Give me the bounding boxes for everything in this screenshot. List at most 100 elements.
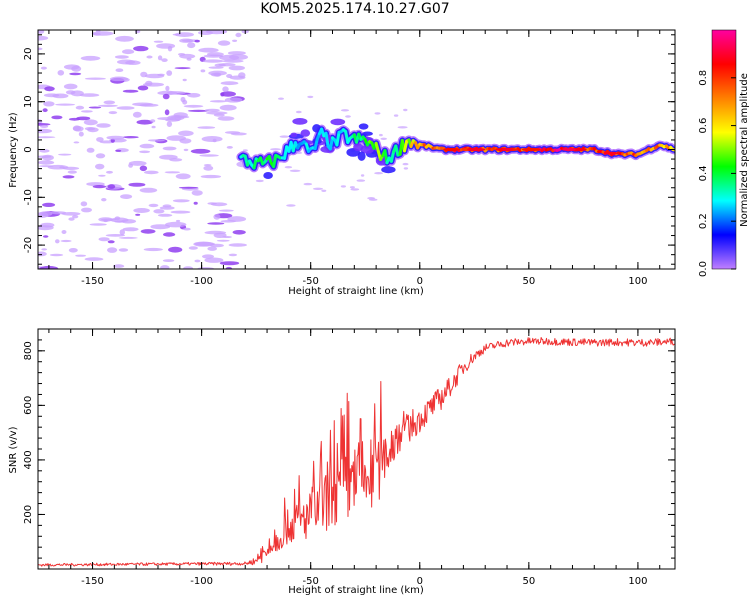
noise-blob [132,111,142,118]
noise-blob [139,103,159,107]
noise-blob [88,106,102,109]
ridge-hotspot [443,147,461,152]
noise-blob [96,123,111,128]
noise-blob [187,93,201,98]
noise-blob [321,189,327,192]
noise-blob [360,174,365,177]
noise-blob [137,85,149,91]
noise-blob [227,51,246,56]
noise-blob [224,97,243,103]
ridge-cluster [312,124,321,133]
noise-blob [38,30,45,34]
colorbar-frame [711,29,737,270]
ridge-cluster [358,123,369,130]
noise-blob [140,229,156,234]
noise-blob [55,103,76,106]
spectrogram-y-axis-label: Frequency (Hz) [8,112,19,188]
noise-blob [128,182,146,187]
noise-blob [61,230,67,234]
colorbar-tick-label: 0.2 [698,213,709,229]
ridge-cluster [362,131,373,136]
noise-blob [207,222,225,225]
noise-blob [222,59,244,63]
noise-blob [87,127,99,133]
noise-blob [203,164,212,167]
noise-blob [220,81,239,86]
y-tick-label: 10 [23,95,34,108]
noise-blob [368,198,378,201]
noise-blob [80,55,101,61]
noise-blob [232,230,246,235]
heatmap-ridge-layer [236,118,675,179]
noise-blob [222,86,229,92]
noise-blob [122,89,139,93]
ridge-hotspot [467,147,486,152]
noise-blob [175,173,191,180]
noise-blob [213,72,222,77]
noise-blob [161,58,168,62]
noise-blob [122,49,135,55]
noise-blob [210,243,224,248]
noise-blob [402,162,409,166]
noise-blob [107,240,115,244]
noise-blob [165,221,187,228]
noise-blob [213,213,221,220]
noise-blob [218,62,236,67]
noise-blob [92,185,107,189]
noise-blob [312,187,324,190]
noise-blob [69,72,82,76]
noise-blob [139,150,151,154]
noise-blob [58,153,72,156]
y-tick-label: -20 [23,237,34,253]
noise-blob [188,246,198,250]
noise-blob [98,104,118,108]
noise-blob [144,170,159,175]
noise-blob [81,110,93,113]
noise-blob [115,149,122,152]
noise-blob [403,167,409,170]
noise-blob [187,42,196,49]
spectrogram-y-tick-labels: -20 -10 0 10 20 [23,48,34,254]
noise-blob [38,35,49,41]
noise-blob [220,92,225,97]
x-tick-label: -50 [303,576,319,587]
noise-blob [75,254,87,257]
x-tick-label: 100 [628,576,647,587]
noise-blob [83,119,98,126]
noise-blob [106,135,125,140]
noise-blob [113,264,125,268]
ridge-hotspot [521,147,541,152]
noise-blob [393,114,399,117]
noise-blob [51,115,63,120]
ridge-cluster [263,172,273,179]
noise-blob [139,187,158,193]
noise-blob [38,123,51,126]
heatmap-noise-layer [38,30,409,269]
noise-blob [162,93,170,100]
ridge-core [324,131,330,148]
ridge-hotspot [605,151,618,155]
noise-blob [183,148,189,152]
noise-blob [38,160,55,165]
noise-blob [198,47,219,53]
noise-blob [403,108,408,112]
noise-blob [93,32,101,36]
noise-blob [153,40,164,43]
noise-blob [43,101,55,107]
noise-blob [225,266,233,269]
noise-blob [119,229,126,236]
noise-blob [95,163,105,170]
noise-blob [49,253,64,257]
noise-blob [95,153,106,159]
noise-blob [307,95,314,99]
noise-blob [61,212,81,216]
ridge-hotspot [501,147,513,152]
noise-blob [203,165,214,171]
noise-blob [103,100,116,105]
noise-blob [98,217,113,222]
noise-blob [110,217,129,223]
noise-blob [150,119,156,123]
noise-blob [349,186,355,189]
noise-blob [209,100,228,103]
